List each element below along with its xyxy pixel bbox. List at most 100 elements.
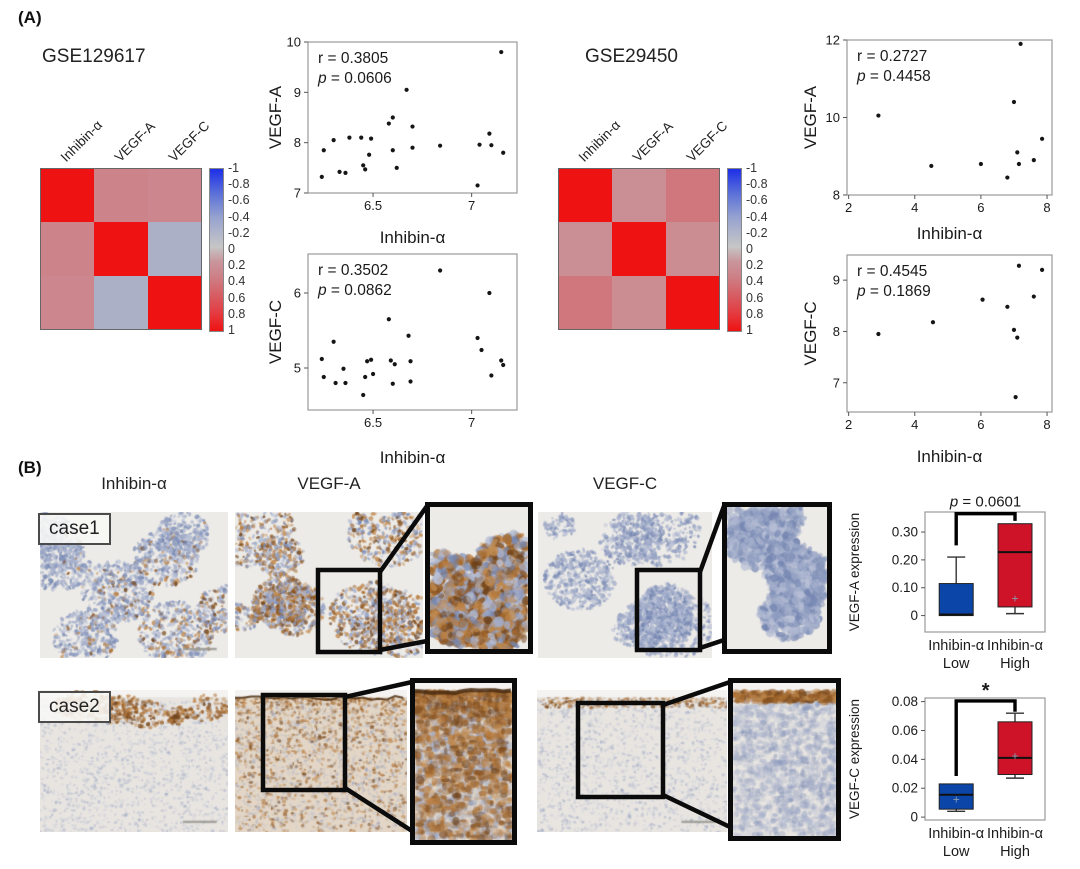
data-point	[321, 374, 326, 380]
data-point	[438, 143, 443, 148]
gse129617-vegfa-scatter-svg: 6.5 7 7 8 9 10 r = 0.3805 p = 0.0606 Inhibin-α VE…	[266, 35, 518, 247]
x-tick-label: 7	[468, 415, 475, 430]
plot-border	[846, 254, 1053, 413]
data-point	[1005, 304, 1010, 309]
data-point	[1013, 395, 1018, 400]
colorbar-tick: -1	[746, 161, 758, 175]
colorbar-tick-labels: -1 -0.8 -0.6 -0.4 -0.2 0 0.2 0.4 0.6 0.8 1	[228, 161, 268, 337]
data-point	[1011, 99, 1017, 105]
data-point	[930, 320, 936, 325]
data-point	[390, 115, 395, 120]
gse129617-vegfc-scatter-svg: 6.5 7 5 6 r = 0.3502 p = 0.0862 Inhibin-α VEGF-…	[266, 253, 518, 467]
data-point	[487, 290, 492, 296]
data-point	[319, 174, 324, 179]
data-point	[363, 374, 368, 380]
x-tick-label: 7	[468, 198, 475, 213]
stat-r: r = 0.3805	[318, 50, 388, 67]
x-tick-label: 4	[911, 417, 918, 432]
data-point	[365, 359, 370, 364]
correlation-heatmap-gse129617: Inhibin-α VEGF-A VEGF-C -1 -0.8 -0.6 -0.4 -0.2 0…	[40, 95, 290, 340]
box-low	[938, 583, 974, 617]
y-tick-label: 8	[833, 324, 840, 339]
data-point	[489, 143, 494, 148]
y-tick-label: 12	[826, 33, 840, 48]
panel-a-label: (A)	[18, 8, 42, 27]
data-point	[394, 165, 399, 170]
colorbar-tick: -0.8	[228, 177, 250, 192]
y-tick-label: 0.04	[892, 752, 919, 767]
scatter-gse129617-vegfc: 6.5 7 5 6 r = 0.3502 p = 0.0862 Inhibin-α VEGF-…	[265, 236, 520, 473]
x-axis-label: Inhibin-α	[917, 224, 983, 243]
data-point	[343, 170, 348, 175]
data-point	[410, 145, 415, 150]
column-header-inhibin: Inhibin-α	[101, 474, 167, 493]
ihc-inset-case1-vegfa	[425, 502, 533, 654]
data-point	[404, 87, 409, 92]
data-point	[1015, 150, 1020, 155]
heatmap-cell-2-0	[559, 275, 613, 329]
data-point	[1018, 41, 1023, 46]
heatmap-cell-1-1	[94, 222, 148, 276]
plot-border	[307, 253, 518, 411]
colorbar-tick: 0.8	[228, 306, 246, 321]
category-label: Low	[943, 656, 970, 672]
stat-p: p = 0.0862	[317, 282, 392, 299]
colorbar-tick: -0.6	[228, 193, 250, 208]
data-point	[978, 161, 984, 167]
data-point	[475, 335, 480, 341]
boxplot-vegfa-expression: 0 0.10 0.20 0.30 Inhibin-α Low + Inhibin-α High p…	[845, 486, 1080, 699]
data-point	[1016, 263, 1022, 268]
ihc-image-case2-vegfc	[537, 690, 727, 832]
data-point	[390, 148, 395, 153]
data-point	[406, 333, 411, 338]
data-point	[363, 167, 368, 172]
vegfa-expression-box-svg: 0 0.10 0.20 0.30 Inhibin-α Low + Inhibin-α High p…	[847, 494, 1046, 672]
boxplot-vegfc-expression: 0 0.02 0.04 0.06 0.08 + Inhibin-α Low + Inhibin-α…	[845, 670, 1080, 869]
box-high	[997, 721, 1033, 776]
category-label: Inhibin-α	[928, 826, 984, 842]
y-tick-label: 0.30	[892, 525, 918, 540]
x-axis-label: Inhibin-α	[917, 447, 983, 466]
y-axis-label: VEGF-C	[801, 301, 820, 365]
heatmap-col-label: Inhibin-α	[57, 117, 105, 165]
ihc-inset-case1-vegfc	[722, 502, 832, 654]
y-tick-label: 6	[294, 286, 301, 301]
y-tick-label: 0.06	[892, 723, 918, 738]
data-point	[361, 163, 366, 168]
data-point	[347, 135, 352, 140]
y-tick-label: 10	[826, 110, 840, 125]
ihc-image-case1-vegfa	[235, 512, 423, 658]
heatmap-cell-0-2	[665, 169, 719, 223]
heatmap-cell-1-0	[41, 222, 95, 276]
heatmap-cell-0-0	[559, 169, 613, 223]
column-header-vegfc: VEGF-C	[592, 474, 658, 493]
case1-label: case1	[38, 513, 111, 545]
heatmap-col-label: VEGF-A	[629, 118, 676, 165]
ihc-image-case2-vegfa	[235, 690, 407, 832]
data-point	[321, 148, 326, 153]
colorbar-tick: -0.4	[746, 209, 768, 224]
data-point	[386, 317, 391, 322]
data-point	[1031, 158, 1036, 163]
data-point	[390, 381, 395, 386]
data-point	[499, 49, 504, 55]
data-point	[876, 331, 881, 337]
mean-marker: +	[1011, 592, 1018, 606]
data-point	[370, 371, 376, 377]
heatmap-cell-1-2	[665, 222, 719, 276]
heatmap-cell-1-0	[559, 222, 613, 276]
data-point	[367, 152, 372, 157]
data-point	[477, 142, 482, 147]
category-label: High	[1000, 844, 1030, 860]
colorbar-tick: 0.4	[228, 274, 246, 289]
data-point	[1016, 161, 1022, 167]
significance-label: p = 0.0601	[949, 494, 1021, 511]
x-tick-label: 2	[845, 200, 852, 215]
y-axis-label: VEGF-C expression	[847, 699, 862, 819]
ihc-image-case1-inhibin	[40, 512, 228, 658]
y-tick-label: 0	[910, 810, 918, 825]
category-label: Low	[943, 844, 970, 860]
stat-p: p = 0.1869	[856, 283, 931, 300]
colorbar-tick: 0.2	[746, 258, 764, 273]
heatmap-cell-0-1	[94, 169, 148, 223]
